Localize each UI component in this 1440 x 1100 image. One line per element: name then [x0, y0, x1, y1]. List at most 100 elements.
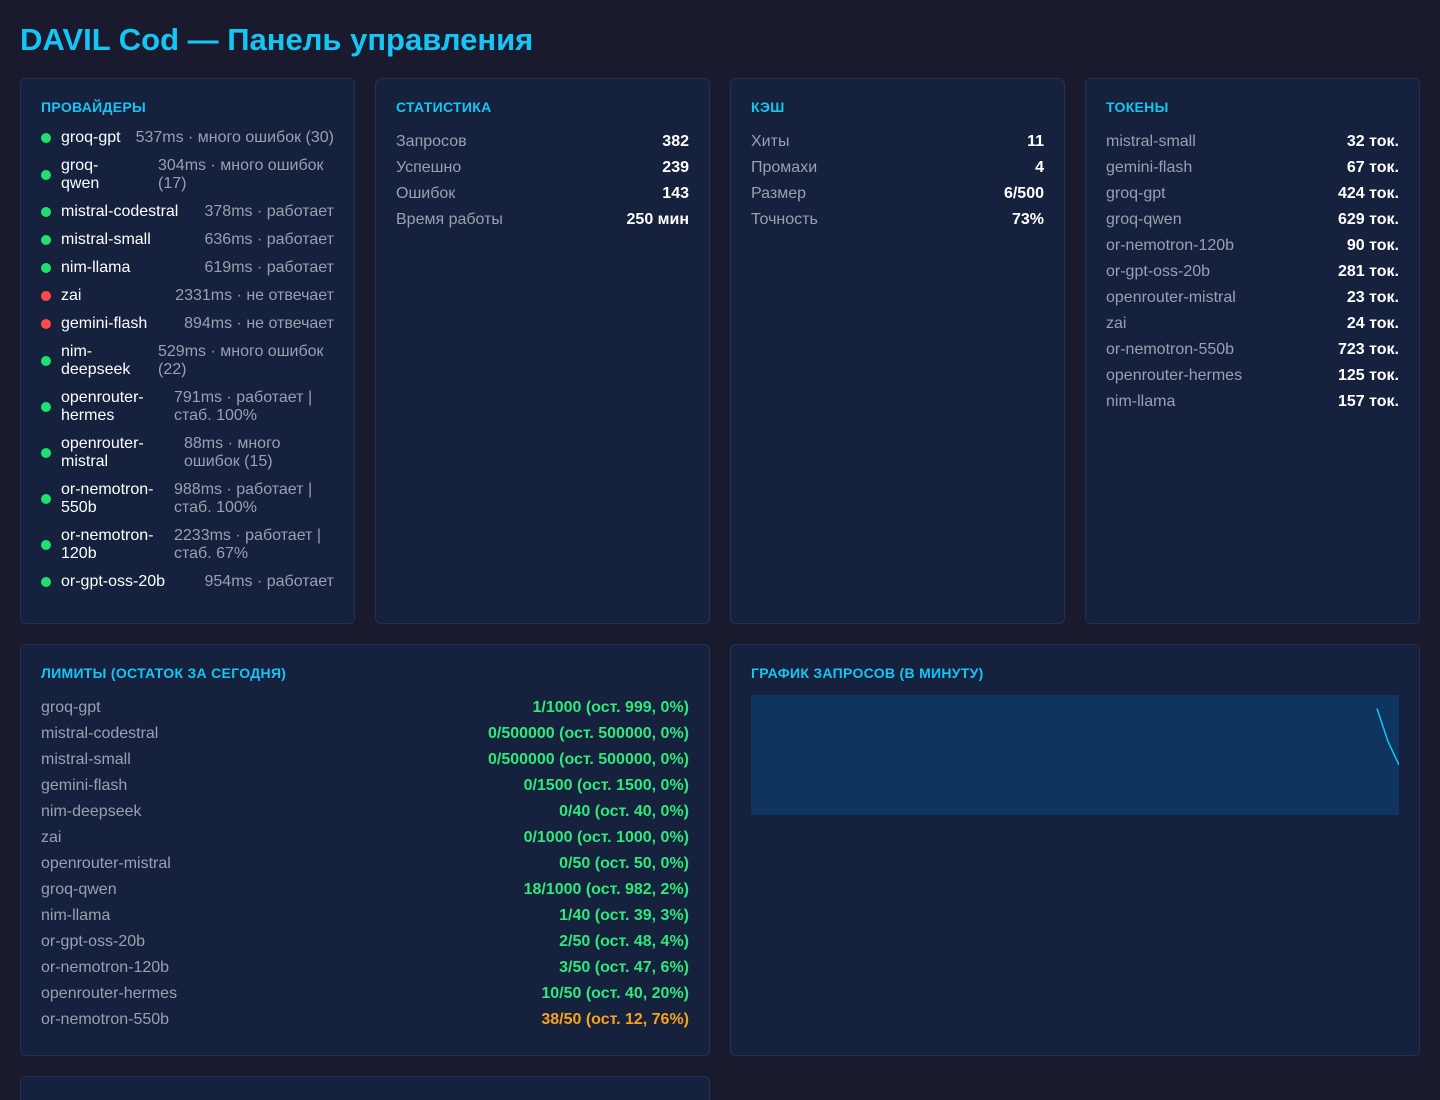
limit-row-value: 0/500000 (ост. 500000, 0%) — [487, 725, 689, 742]
tokens-row-label: groq-gpt — [1106, 185, 1166, 202]
status-ok-icon — [41, 263, 51, 273]
status-ok-icon — [41, 133, 51, 143]
cache-list: Хиты 11 Промахи 4 Размер 6/500 Точность 73% — [751, 129, 1044, 233]
provider-name: nim-llama — [61, 259, 131, 276]
tokens-card: ТОКЕНЫ mistral-small 32 ток. gemini-flash 6… — [1085, 78, 1420, 624]
cache-row: Промахи 4 — [751, 155, 1044, 181]
tokens-row: or-nemotron-120b 90 ток. — [1106, 233, 1399, 259]
tokens-row-value: 281 ток. — [1338, 263, 1399, 280]
provider-status: 619ms · работает — [204, 259, 335, 276]
tokens-row-value: 23 ток. — [1346, 289, 1399, 306]
limit-row: openrouter-hermes 10/50 (ост. 40, 20%) — [41, 981, 689, 1007]
provider-row: zai 2331ms · не отвечает — [41, 287, 334, 305]
providers-title: ПРОВАЙДЕРЫ — [41, 99, 147, 115]
chart-title: ГРАФИК ЗАПРОСОВ (В МИНУТУ) — [751, 665, 984, 681]
cache-row-label: Промахи — [751, 159, 818, 176]
cache-row: Размер 6/500 — [751, 181, 1044, 207]
stats-row-value: 382 — [662, 133, 689, 150]
provider-row: gemini-flash 894ms · не отвечает — [41, 315, 334, 333]
status-down-icon — [41, 319, 51, 329]
status-down-icon — [41, 291, 51, 301]
provider-row: nim-deepseek 529ms · много ошибок (22) — [41, 343, 334, 379]
extra-card — [20, 1076, 710, 1100]
limit-row-value: 0/1000 (ост. 1000, 0%) — [523, 829, 689, 846]
tokens-row: gemini-flash 67 ток. — [1106, 155, 1399, 181]
limit-row-value: 1/1000 (ост. 999, 0%) — [532, 699, 689, 716]
limit-row: or-nemotron-120b 3/50 (ост. 47, 6%) — [41, 955, 689, 981]
limit-row-value: 38/50 (ост. 12, 76%) — [541, 1011, 689, 1028]
provider-status: 529ms · много ошибок (22) — [158, 343, 324, 378]
limit-row-label: nim-llama — [41, 907, 111, 924]
limit-row-label: or-gpt-oss-20b — [41, 933, 146, 950]
limit-row-label: mistral-codestral — [41, 725, 159, 742]
provider-name: gemini-flash — [61, 315, 148, 332]
limits-card: ЛИМИТЫ (ОСТАТОК ЗА СЕГОДНЯ) groq-gpt 1/10… — [20, 644, 710, 1056]
stats-row-label: Успешно — [396, 159, 462, 176]
provider-row: or-gpt-oss-20b 954ms · работает — [41, 573, 334, 591]
tokens-row-label: openrouter-hermes — [1106, 367, 1243, 384]
tokens-row-label: or-gpt-oss-20b — [1106, 263, 1211, 280]
provider-name: zai — [61, 287, 82, 304]
stats-row-label: Запросов — [396, 133, 467, 150]
provider-status: 537ms · много ошибок (30) — [135, 129, 334, 146]
provider-row: openrouter-hermes 791ms · работает | стаб… — [41, 389, 334, 425]
provider-name: mistral-codestral — [61, 203, 179, 220]
tokens-row-label: mistral-small — [1106, 133, 1196, 150]
provider-name: groq-gpt — [61, 129, 121, 146]
limit-row: groq-qwen 18/1000 (ост. 982, 2%) — [41, 877, 689, 903]
provider-name: or-gpt-oss-20b — [61, 573, 166, 590]
limit-row: nim-deepseek 0/40 (ост. 40, 0%) — [41, 799, 689, 825]
limit-row: openrouter-mistral 0/50 (ост. 50, 0%) — [41, 851, 689, 877]
provider-row: or-nemotron-550b 988ms · работает | стаб.… — [41, 481, 334, 517]
cache-card: КЭШ Хиты 11 Промахи 4 Размер 6/500 Точность 73% — [730, 78, 1065, 624]
provider-status: 894ms · не отвечает — [184, 315, 334, 332]
tokens-list: mistral-small 32 ток. gemini-flash 67 ток. g… — [1106, 129, 1399, 415]
provider-row: mistral-codestral 378ms · работает — [41, 203, 334, 221]
provider-row: or-nemotron-120b 2233ms · работает | стаб… — [41, 527, 334, 563]
status-ok-icon — [41, 356, 51, 366]
limit-row: mistral-codestral 0/500000 (ост. 500000, … — [41, 721, 689, 747]
provider-name: openrouter-mistral — [61, 435, 144, 470]
cache-row: Точность 73% — [751, 207, 1044, 233]
provider-name: or-nemotron-550b — [61, 481, 154, 516]
cache-row-label: Размер — [751, 185, 806, 202]
tokens-row: openrouter-mistral 23 ток. — [1106, 285, 1399, 311]
tokens-row: groq-qwen 629 ток. — [1106, 207, 1399, 233]
tokens-row: or-gpt-oss-20b 281 ток. — [1106, 259, 1399, 285]
cache-row-value: 4 — [1035, 159, 1044, 176]
stats-row: Ошибок 143 — [396, 181, 689, 207]
tokens-row-label: groq-qwen — [1106, 211, 1182, 228]
provider-name: nim-deepseek — [61, 343, 131, 378]
cache-title: КЭШ — [751, 99, 785, 115]
provider-status: 954ms · работает — [204, 573, 335, 590]
tokens-row-value: 424 ток. — [1338, 185, 1399, 202]
limit-row: mistral-small 0/500000 (ост. 500000, 0%) — [41, 747, 689, 773]
limit-row-value: 0/500000 (ост. 500000, 0%) — [487, 751, 689, 768]
tokens-row: mistral-small 32 ток. — [1106, 129, 1399, 155]
limit-row-value: 1/40 (ост. 39, 3%) — [559, 907, 689, 924]
stats-row-value: 143 — [662, 185, 689, 202]
stats-row-label: Ошибок — [396, 185, 456, 202]
provider-row: mistral-small 636ms · работает — [41, 231, 334, 249]
provider-status: 304ms · много ошибок (17) — [158, 157, 324, 192]
provider-row: groq-qwen 304ms · много ошибок (17) — [41, 157, 334, 193]
status-ok-icon — [41, 170, 51, 180]
limit-row-label: mistral-small — [41, 751, 131, 768]
limit-row-label: gemini-flash — [41, 777, 128, 794]
cache-row-value: 73% — [1011, 211, 1044, 228]
requests-series-line — [1376, 708, 1399, 766]
stats-title: СТАТИСТИКА — [396, 99, 492, 115]
limit-row-label: or-nemotron-120b — [41, 959, 170, 976]
tokens-row-label: or-nemotron-120b — [1106, 237, 1235, 254]
stats-list: Запросов 382 Успешно 239 Ошибок 143 Время рабо… — [396, 129, 689, 233]
limit-row: or-gpt-oss-20b 2/50 (ост. 48, 4%) — [41, 929, 689, 955]
requests-chart-svg — [1376, 708, 1399, 766]
limit-row: gemini-flash 0/1500 (ост. 1500, 0%) — [41, 773, 689, 799]
chart-card: ГРАФИК ЗАПРОСОВ (В МИНУТУ) — [730, 644, 1420, 1056]
limits-title: ЛИМИТЫ (ОСТАТОК ЗА СЕГОДНЯ) — [41, 665, 287, 681]
tokens-row-value: 90 ток. — [1346, 237, 1399, 254]
provider-status: 791ms · работает | стаб. 100% — [174, 389, 313, 424]
provider-row: openrouter-mistral 88ms · много ошибок (1… — [41, 435, 334, 471]
provider-status: 636ms · работает — [204, 231, 335, 248]
status-ok-icon — [41, 494, 51, 504]
